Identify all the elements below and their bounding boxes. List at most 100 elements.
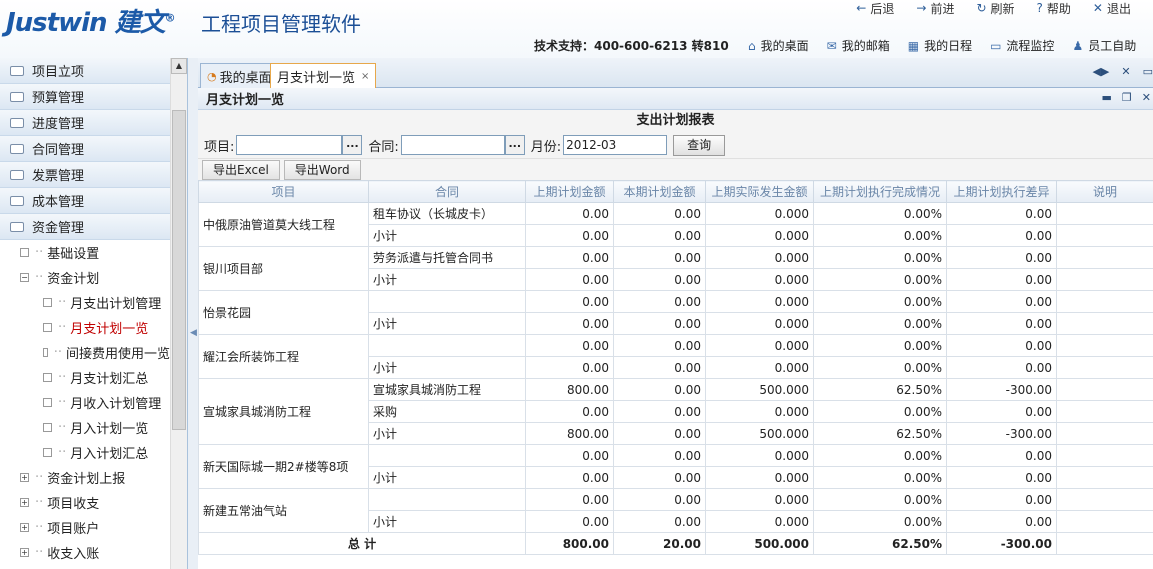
sidebar-section[interactable]: 预算管理 <box>0 84 170 110</box>
export-excel-button[interactable]: 导出Excel <box>202 159 280 180</box>
collapse-arrow-icon[interactable]: ◀ <box>190 328 197 338</box>
value-cell: 0.000 <box>705 268 814 291</box>
contract-input[interactable] <box>400 135 505 155</box>
column-header[interactable]: 说明 <box>1056 180 1153 203</box>
forward-arrow-icon: → <box>916 1 927 15</box>
note-cell <box>1056 510 1153 533</box>
column-header[interactable]: 上期计划执行差异 <box>946 180 1057 203</box>
quick-desktop-link[interactable]: ⌂ 我的桌面 <box>748 37 809 54</box>
sidebar-section-label: 资金管理 <box>32 221 85 236</box>
query-button[interactable]: 查询 <box>673 134 726 156</box>
nav-help-button[interactable]: ? 帮助 <box>1037 0 1071 16</box>
value-cell: 0.00% <box>813 224 947 247</box>
sidebar-splitter[interactable]: ◀ <box>188 58 198 569</box>
tree-toggle-icon[interactable]: + <box>20 473 29 482</box>
tree-line: ·· <box>58 370 67 385</box>
sidebar-section[interactable]: 项目立项 <box>0 58 170 84</box>
tree-item[interactable]: ·· 月入计划汇总 <box>0 440 170 465</box>
nav-exit-button[interactable]: ✕ 退出 <box>1093 0 1131 16</box>
column-header[interactable]: 上期实际发生金额 <box>705 180 814 203</box>
quick-workflow-link[interactable]: ▭ 流程监控 <box>990 37 1054 54</box>
restore-icon[interactable]: ❐ <box>1121 91 1132 104</box>
tab-my-desktop[interactable]: ◔ 我的桌面 <box>200 63 279 88</box>
contract-cell: 小计 <box>368 510 526 533</box>
contract-cell <box>368 334 526 357</box>
contract-picker-button[interactable]: ... <box>504 135 525 155</box>
tree-item[interactable]: + ·· 资金计划上报 <box>0 465 170 490</box>
minimize-icon[interactable]: ▬ <box>1101 91 1112 104</box>
contract-cell: 小计 <box>368 312 526 335</box>
quick-mailbox-link[interactable]: ✉ 我的邮箱 <box>827 37 890 54</box>
tree-toggle-icon[interactable]: + <box>20 498 29 507</box>
tab-monthly-expense-plan[interactable]: 月支计划一览 × <box>270 63 377 88</box>
workflow-icon: ▭ <box>990 38 1002 53</box>
total-row: 总 计 800.00 20.00 500.000 62.50% -300.00 <box>198 532 1153 555</box>
folder-icon <box>10 221 24 232</box>
nav-refresh-button[interactable]: ↻ 刷新 <box>976 0 1014 16</box>
tree-item[interactable]: ·· 月支出计划管理 <box>0 290 170 315</box>
value-cell: -300.00 <box>946 422 1057 445</box>
close-icon[interactable]: × <box>361 70 370 82</box>
sidebar-section[interactable]: 成本管理 <box>0 188 170 214</box>
project-label: 项目: <box>204 139 235 155</box>
tab-bar: ◔ 我的桌面 月支计划一览 × ◀▶ ✕ ▭ <box>198 58 1153 88</box>
value-cell: 0.00% <box>813 488 947 511</box>
tree-item[interactable]: + ·· 项目账户 <box>0 515 170 540</box>
schedule-icon: ▦ <box>907 38 920 53</box>
project-input[interactable] <box>236 135 343 155</box>
quick-schedule-link[interactable]: ▦ 我的日程 <box>908 37 972 54</box>
total-value: 62.50% <box>813 532 947 555</box>
value-cell: 800.00 <box>525 378 614 401</box>
tab-scroll-icon[interactable]: ◀▶ <box>1092 65 1110 78</box>
scroll-up-icon[interactable]: ▲ <box>171 58 187 74</box>
scroll-thumb[interactable] <box>172 110 186 430</box>
tree-toggle-icon[interactable]: − <box>20 273 29 282</box>
tree-item[interactable]: + ·· 项目收支 <box>0 490 170 515</box>
sidebar-section[interactable]: 发票管理 <box>0 162 170 188</box>
tree-toggle-icon[interactable]: + <box>20 548 29 557</box>
filter-bar: 项目: ... 合同: ... 月份: 2012-03 查询 <box>198 132 1153 158</box>
column-header[interactable]: 上期计划金额 <box>525 180 614 203</box>
close-icon[interactable]: ✕ <box>1141 91 1151 104</box>
nav-back-arrow-button[interactable]: ← 后退 <box>856 0 894 16</box>
tree-item[interactable]: ·· 基础设置 <box>0 240 170 265</box>
tree-item[interactable]: − ·· 资金计划 <box>0 265 170 290</box>
column-header[interactable]: 项目 <box>198 180 369 203</box>
tab-menu-icon[interactable]: ▭ <box>1142 65 1153 78</box>
column-header[interactable]: 本期计划金额 <box>613 180 706 203</box>
project-picker-button[interactable]: ... <box>342 135 363 155</box>
nav-forward-arrow-button[interactable]: → 前进 <box>916 0 954 16</box>
tree-item[interactable]: ·· 月入计划一览 <box>0 415 170 440</box>
value-cell: 0.000 <box>705 202 814 225</box>
value-cell: 0.00 <box>946 444 1057 467</box>
nav-label: 帮助 <box>1046 1 1071 16</box>
value-cell: 0.00 <box>613 444 706 467</box>
tree-toggle-icon[interactable]: + <box>20 523 29 532</box>
app-title: 工程项目管理软件 <box>201 12 361 36</box>
tree-item[interactable]: ·· 月收入计划管理 <box>0 390 170 415</box>
value-cell: 0.00 <box>613 290 706 313</box>
sidebar-scrollbar[interactable]: ▲ <box>170 58 187 569</box>
sidebar-section[interactable]: 资金管理 <box>0 214 170 240</box>
value-cell: 0.00 <box>613 246 706 269</box>
value-cell: 62.50% <box>813 422 947 445</box>
quick-employee-link[interactable]: ♟ 员工自助 <box>1072 37 1136 54</box>
column-header[interactable]: 上期计划执行完成情况 <box>813 180 947 203</box>
value-cell: 0.00 <box>525 312 614 335</box>
close-all-icon[interactable]: ✕ <box>1121 65 1131 78</box>
tree-item[interactable]: ·· 间接费用使用一览 <box>0 340 170 365</box>
contract-cell: 小计 <box>368 466 526 489</box>
sidebar-section[interactable]: 进度管理 <box>0 110 170 136</box>
tree-item[interactable]: + ·· 收支入账 <box>0 540 170 565</box>
quick-label: 我的邮箱 <box>841 39 890 53</box>
export-word-button[interactable]: 导出Word <box>283 159 361 180</box>
value-cell: 0.00 <box>525 290 614 313</box>
value-cell: 0.000 <box>705 290 814 313</box>
column-header[interactable]: 合同 <box>368 180 526 203</box>
tree-item[interactable]: ·· 月支计划一览 <box>0 315 170 340</box>
value-cell: 0.00 <box>613 510 706 533</box>
sidebar-section[interactable]: 合同管理 <box>0 136 170 162</box>
folder-icon <box>10 91 24 102</box>
month-input[interactable]: 2012-03 <box>563 135 668 155</box>
tree-item[interactable]: ·· 月支计划汇总 <box>0 365 170 390</box>
